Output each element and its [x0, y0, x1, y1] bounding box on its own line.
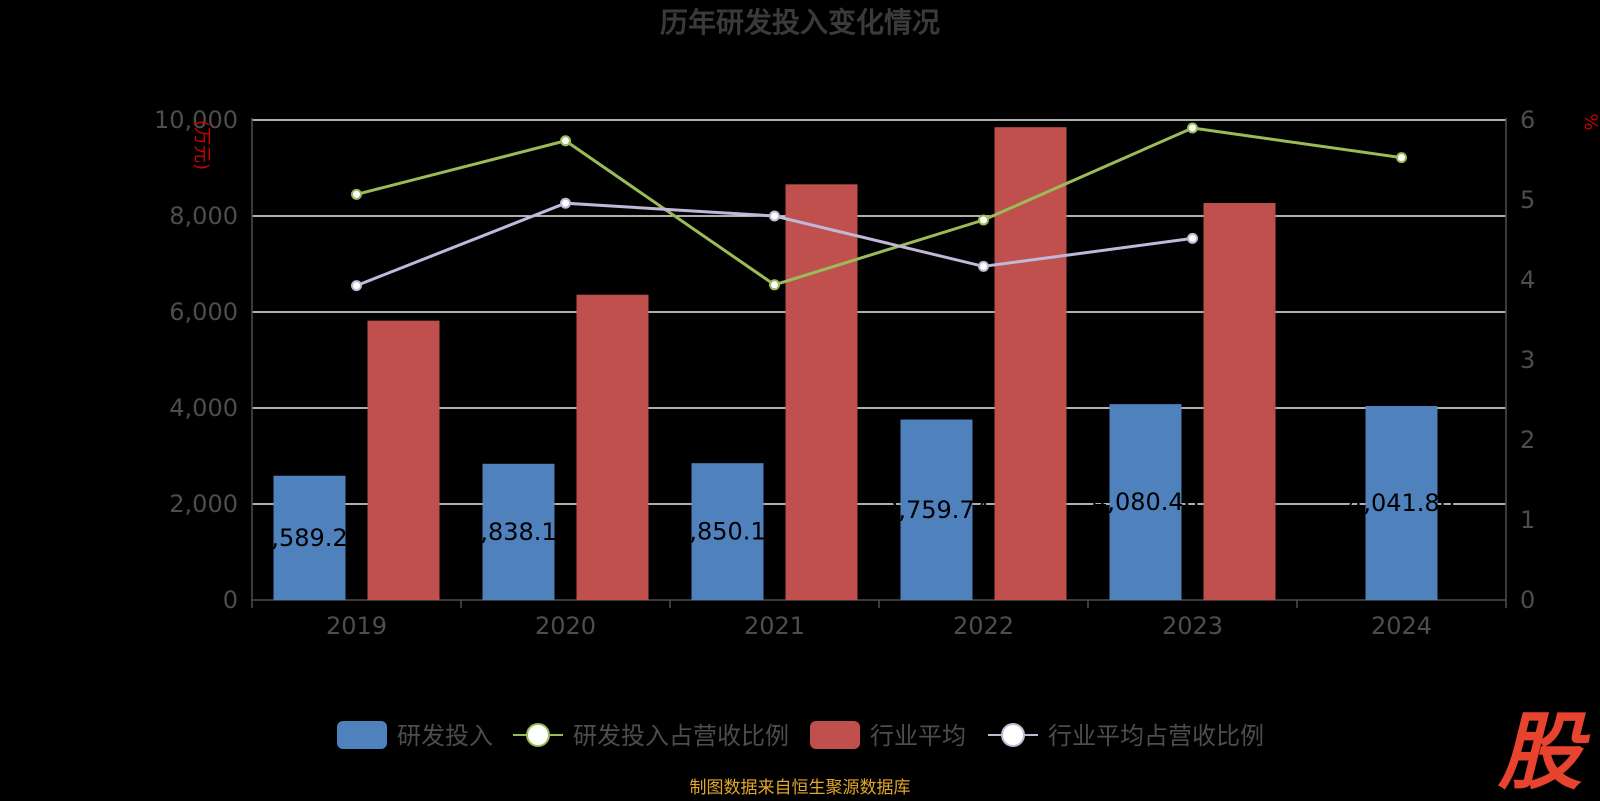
- x-tick-label: 2019: [326, 612, 387, 640]
- bar-data-label: 2,850.17: [674, 518, 781, 546]
- line-point: [351, 188, 362, 200]
- legend-marker: [526, 723, 550, 747]
- legend-label: 行业平均占营收比例: [1048, 722, 1264, 750]
- bar: [900, 419, 973, 600]
- y-left-unit: (万元): [191, 120, 212, 170]
- legend-marker: [1001, 723, 1025, 747]
- bar-data-label: 3,759.74: [883, 496, 990, 524]
- x-tick-label: 2020: [535, 612, 596, 640]
- line-point: [351, 280, 362, 292]
- y-right-tick-label: 0: [1520, 586, 1535, 614]
- y-right-tick-label: 1: [1520, 506, 1535, 534]
- x-tick-label: 2022: [953, 612, 1014, 640]
- bars: [273, 127, 1438, 601]
- bar-data-label: 2,589.23: [256, 524, 363, 552]
- legend-label: 研发投入: [397, 722, 493, 750]
- y-left-tick-label: 2,000: [169, 490, 238, 518]
- bar: [785, 184, 858, 600]
- bar: [1365, 405, 1438, 600]
- source-note: 制图数据来自恒生聚源数据库: [689, 778, 911, 798]
- line-point: [978, 214, 989, 226]
- y-left-tick-label: 8,000: [169, 202, 238, 230]
- bar-data-label: 4,080.46: [1092, 488, 1199, 516]
- legend-swatch: [810, 721, 860, 749]
- bar: [273, 475, 346, 600]
- x-tick-label: 2021: [744, 612, 805, 640]
- data-labels: 2,589.23 2,838.12 2,850.17 3,759.74 4,080.46…: [256, 488, 1455, 552]
- y-right-tick-label: 4: [1520, 266, 1535, 294]
- y-right-tick-label: 2: [1520, 426, 1535, 454]
- line-point: [769, 279, 780, 291]
- bar-data-label: 2,838.12: [465, 518, 572, 546]
- line-point: [978, 260, 989, 272]
- y-left-tick-label: 4,000: [169, 394, 238, 422]
- line-point: [1187, 232, 1198, 244]
- bar: [482, 463, 555, 600]
- bar: [367, 320, 440, 600]
- y-right-unit: %: [1580, 113, 1600, 130]
- bar-data-label: 4,041.80: [1348, 489, 1455, 517]
- x-tick-label: 2024: [1371, 612, 1432, 640]
- bar: [691, 463, 764, 600]
- y-left-tick-label: 6,000: [169, 298, 238, 326]
- series-line: [356, 126, 1402, 287]
- axes: 0 2,000 4,000 6,000 8,000 10,000 0 1 2 3 4 5 6 2019 20…: [154, 106, 1600, 640]
- y-left-tick-label: 10,000: [154, 106, 238, 134]
- legend-label: 研发投入占营收比例: [573, 722, 789, 750]
- line-point: [1396, 152, 1407, 164]
- bar: [1109, 404, 1182, 600]
- line-point: [1187, 122, 1198, 134]
- y-right-tick-label: 3: [1520, 346, 1535, 374]
- line-point: [560, 197, 571, 209]
- y-right-tick-label: 5: [1520, 186, 1535, 214]
- chart-title: 历年研发投入变化情况: [660, 6, 940, 39]
- lines: [351, 122, 1407, 292]
- bar: [1203, 203, 1276, 601]
- watermark-logo: 股: [1497, 702, 1582, 801]
- legend-label: 行业平均: [870, 722, 966, 750]
- line-point: [769, 210, 780, 222]
- bar: [576, 294, 649, 600]
- line-point: [560, 135, 571, 147]
- y-left-tick-label: 0: [223, 586, 238, 614]
- grid-lines: [252, 119, 1506, 505]
- bar: [994, 127, 1067, 600]
- y-right-tick-label: 6: [1520, 106, 1535, 134]
- legend-swatch: [337, 721, 387, 749]
- legend: 研发投入 研发投入占营收比例 行业平均 行业平均占营收比例: [337, 721, 1264, 750]
- x-tick-label: 2023: [1162, 612, 1223, 640]
